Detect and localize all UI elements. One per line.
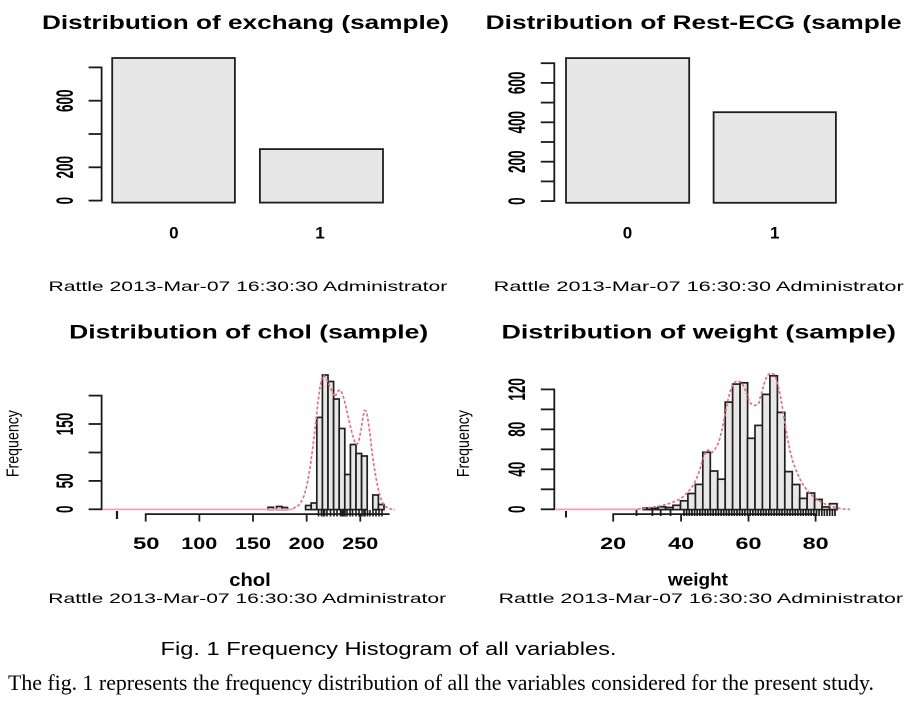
svg-text:Fig. 1 Frequency Histogram of: Fig. 1 Frequency Histogram of all variab… (161, 638, 617, 659)
svg-text:Distribution of Rest-ECG (samp: Distribution of Rest-ECG (sample (486, 12, 902, 34)
svg-text:1: 1 (315, 223, 324, 242)
svg-text:Rattle 2013-Mar-07 16:30:30 Ad: Rattle 2013-Mar-07 16:30:30 Administrato… (499, 590, 904, 606)
svg-text:Rattle 2013-Mar-07 16:30:30 Ad: Rattle 2013-Mar-07 16:30:30 Administrato… (494, 278, 905, 294)
svg-text:weight: weight (667, 570, 728, 590)
svg-text:200: 200 (504, 150, 531, 173)
svg-text:0: 0 (504, 197, 531, 205)
svg-text:0: 0 (52, 506, 79, 514)
svg-text:chol: chol (229, 570, 271, 590)
svg-text:Rattle 2013-Mar-07 16:30:30 Ad: Rattle 2013-Mar-07 16:30:30 Administrato… (49, 278, 448, 294)
svg-text:50: 50 (133, 534, 160, 553)
svg-text:0: 0 (52, 197, 79, 205)
svg-text:40: 40 (504, 462, 531, 477)
svg-text:20: 20 (600, 534, 626, 553)
svg-text:80: 80 (504, 422, 531, 437)
svg-text:200: 200 (52, 156, 79, 179)
svg-text:The fig. 1 represents the freq: The fig. 1 represents the frequency dist… (8, 670, 874, 695)
svg-text:200: 200 (289, 534, 325, 553)
svg-text:250: 250 (342, 534, 378, 553)
svg-text:120: 120 (504, 378, 531, 401)
svg-text:400: 400 (504, 111, 531, 134)
svg-text:Distribution of chol (sample): Distribution of chol (sample) (69, 322, 428, 344)
svg-text:Frequency: Frequency (453, 410, 473, 477)
svg-text:0: 0 (504, 506, 531, 514)
svg-text:100: 100 (181, 534, 217, 553)
svg-text:0: 0 (169, 223, 178, 242)
svg-text:600: 600 (52, 89, 79, 112)
svg-text:Distribution of exchang (sampl: Distribution of exchang (sample) (42, 12, 449, 34)
svg-text:40: 40 (668, 534, 694, 553)
svg-text:150: 150 (235, 534, 271, 553)
svg-text:Distribution of weight (sample: Distribution of weight (sample) (502, 322, 897, 344)
svg-text:0: 0 (623, 223, 632, 242)
svg-text:50: 50 (52, 473, 79, 488)
svg-text:80: 80 (803, 534, 829, 553)
svg-text:150: 150 (52, 413, 79, 436)
svg-text:1: 1 (770, 223, 779, 242)
svg-text:Frequency: Frequency (3, 410, 23, 477)
svg-text:600: 600 (504, 72, 531, 95)
svg-text:60: 60 (736, 534, 762, 553)
svg-text:Rattle 2013-Mar-07 16:30:30 Ad: Rattle 2013-Mar-07 16:30:30 Administrato… (48, 590, 446, 606)
